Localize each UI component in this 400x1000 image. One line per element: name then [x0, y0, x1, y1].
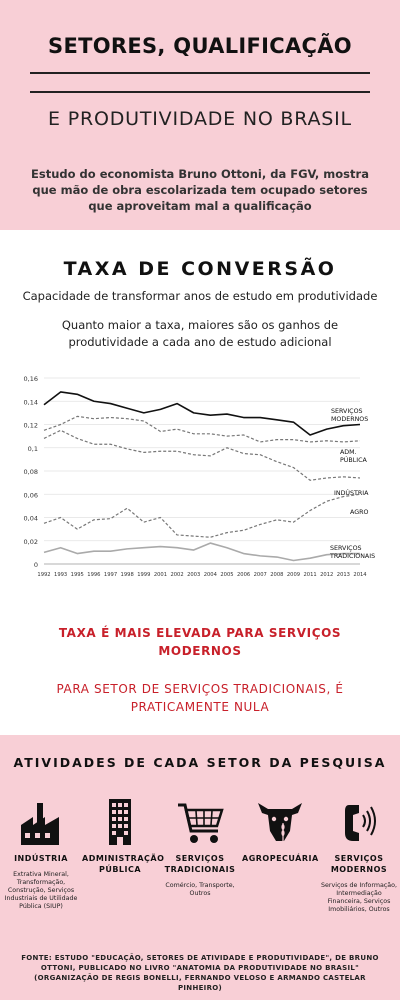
y-tick-label: 0,16 [24, 375, 38, 383]
x-tick-label: 2007 [254, 572, 267, 578]
title-divider-bottom [30, 91, 370, 93]
sector-servicos-modernos: SERVIÇOS MODERNOS Serviços de Informação… [321, 797, 397, 914]
series-label: SERVIÇOS [331, 408, 363, 415]
x-tick-label: 1998 [121, 572, 134, 578]
callout-traditional-services: PARA SETOR DE SERVIÇOS TRADICIONAIS, É P… [56, 682, 344, 714]
shopping-cart-icon [178, 803, 224, 843]
x-tick-label: 1993 [54, 572, 67, 578]
series-label: AGRO [350, 509, 368, 516]
x-tick-label: 2014 [353, 572, 367, 578]
x-tick-label: 1996 [87, 572, 100, 578]
sector-industria: INDÚSTRIA Extrativa Mineral, Transformaç… [3, 797, 79, 911]
x-tick-label: 2004 [204, 572, 218, 578]
sector-description: Serviços de Informação, Intermediação Fi… [321, 882, 397, 913]
x-tick-label: 2009 [287, 572, 300, 578]
series-label: PÚBLICA [340, 455, 367, 464]
x-tick-label: 2006 [237, 572, 250, 578]
sector-name: SERVIÇOS MODERNOS [330, 854, 388, 874]
series-label: MODERNOS [331, 416, 368, 423]
header-section: SETORES, QUALIFICAÇÃO E PRODUTIVIDADE NO… [0, 0, 400, 230]
y-tick-label: 0,08 [24, 468, 38, 476]
y-tick-label: 0,14 [24, 398, 38, 406]
y-tick-label: 0,02 [24, 538, 38, 546]
series-label: TRADICIONAIS [329, 553, 375, 560]
chart-note: Quanto maior a taxa, maiores são os ganh… [61, 318, 339, 349]
chart-heading: TAXA DE CONVERSÃO [63, 258, 337, 280]
x-tick-label: 1995 [71, 572, 84, 578]
sector-name: SERVIÇOS TRADICIONAIS [164, 854, 236, 874]
y-tick-label: 0,04 [24, 515, 38, 523]
sector-name: INDÚSTRIA [14, 854, 68, 863]
callout-modern-services: TAXA É MAIS ELEVADA PARA SERVIÇOS MODERN… [58, 626, 342, 658]
series-line [43, 391, 361, 436]
sector-description: Extrativa Mineral, Transformação, Constr… [4, 871, 78, 910]
intro-text: Estudo do economista Bruno Ottoni, da FG… [31, 167, 369, 213]
sector-administracao-publica: ADMINISTRAÇÃO PÚBLICA [82, 797, 165, 875]
activities-heading: ATIVIDADES DE CADA SETOR DA PESQUISA [13, 755, 387, 770]
sector-description: Comércio, Transporte, Outros [165, 882, 235, 897]
chart-subtitle: Capacidade de transformar anos de estudo… [22, 289, 378, 303]
sector-name: AGROPECUÁRIA [242, 854, 319, 863]
x-tick-label: 1999 [137, 572, 150, 578]
sector-agropecuaria: AGROPECUÁRIA [242, 797, 318, 864]
activities-section: ATIVIDADES DE CADA SETOR DA PESQUISA IND… [0, 735, 400, 1000]
phone-icon [345, 805, 376, 841]
series-label: INDÚSTRIA [334, 488, 369, 497]
source-note: FONTE: ESTUDO "EDUCAÇÃO, SETORES DE ATIV… [21, 954, 379, 992]
x-tick-label: 2008 [270, 572, 283, 578]
y-tick-label: 0,12 [24, 422, 38, 430]
y-tick-label: 0,06 [24, 491, 38, 499]
building-icon [109, 799, 131, 845]
page-subtitle: E PRODUTIVIDADE NO BRASIL [48, 108, 352, 130]
x-tick-label: 2003 [187, 572, 200, 578]
series-line [43, 429, 361, 481]
factory-icon [21, 803, 59, 845]
y-tick-label: 0 [34, 561, 38, 569]
title-divider-top [30, 72, 370, 74]
series-line [43, 493, 361, 538]
page-title: SETORES, QUALIFICAÇÃO [48, 34, 352, 58]
x-tick-label: 2002 [170, 572, 183, 578]
x-tick-label: 2011 [304, 572, 317, 578]
series-line [43, 415, 361, 443]
x-tick-label: 2005 [220, 572, 233, 578]
cow-wheat-icon [258, 803, 302, 843]
x-tick-label: 1997 [104, 572, 117, 578]
y-tick-label: 0,1 [28, 445, 38, 453]
series-line [43, 542, 360, 562]
sector-servicos-tradicionais: SERVIÇOS TRADICIONAIS Comércio, Transpor… [162, 797, 238, 898]
series-label: ADM. [340, 449, 357, 456]
line-chart: 0 0,02 0,04 0,06 0,08 0,1 0,12 0,14 0,16 1992 1993… [24, 375, 376, 578]
x-tick-label: 2012 [320, 572, 333, 578]
x-tick-label: 2013 [337, 572, 350, 578]
x-tick-label: 1992 [37, 572, 50, 578]
sector-name: ADMINISTRAÇÃO PÚBLICA [82, 854, 165, 874]
x-tick-label: 2001 [154, 572, 167, 578]
series-label: SERVIÇOS [330, 545, 362, 552]
